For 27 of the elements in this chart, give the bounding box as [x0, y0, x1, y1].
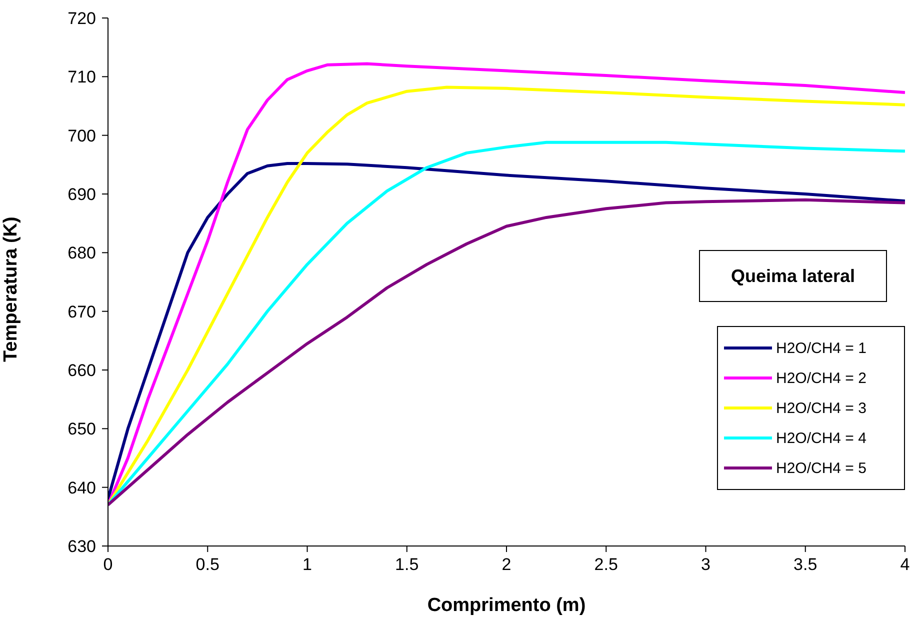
legend-label: H2O/CH4 = 2: [776, 370, 866, 386]
y-tick-label: 690: [68, 185, 96, 204]
y-tick-label: 710: [68, 68, 96, 87]
x-tick-label: 4: [900, 555, 910, 574]
y-tick-label: 680: [68, 244, 96, 263]
y-tick-label: 640: [68, 478, 96, 498]
x-tick-label: 3: [701, 555, 710, 574]
y-tick-label: 720: [68, 9, 96, 28]
legend-label: H2O/CH4 = 4: [776, 430, 866, 446]
legend-label: H2O/CH4 = 1: [776, 340, 866, 356]
x-tick-label: 3.5: [794, 555, 818, 574]
x-tick-label: 1: [302, 555, 312, 574]
y-tick-label: 670: [68, 302, 96, 322]
x-tick-label: 2.5: [594, 555, 618, 574]
y-tick-label: 660: [68, 361, 96, 380]
annotation: Queima lateral: [699, 250, 887, 302]
legend-label: H2O/CH4 = 5: [776, 460, 866, 476]
y-tick-label: 650: [68, 420, 96, 439]
y-tick-label: 700: [68, 126, 96, 146]
legend-label: H2O/CH4 = 3: [776, 400, 866, 416]
y-tick-label: 630: [68, 537, 96, 556]
y-axis-title: Temperatura (K): [0, 216, 22, 362]
x-tick-label: 2: [502, 555, 512, 574]
x-tick-label: 0.5: [196, 555, 220, 574]
x-tick-label: 1.5: [395, 555, 419, 574]
x-tick-label: 0: [103, 555, 113, 574]
x-axis-title: Comprimento (m): [427, 595, 586, 616]
